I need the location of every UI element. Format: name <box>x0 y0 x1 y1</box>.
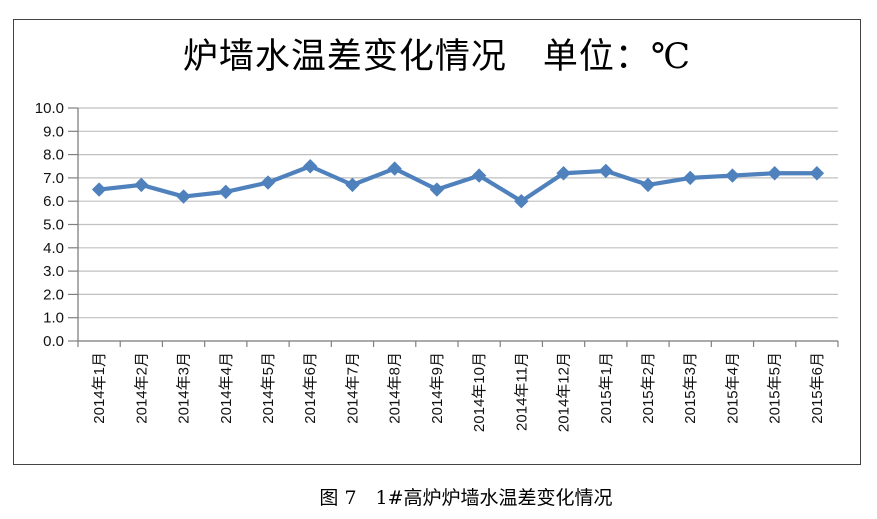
line-chart: 0.0 1.0 2.0 3.0 4.0 5.0 6.0 7.0 8.0 9.0 10.0 2014年1… <box>35 100 839 432</box>
x-tick-label: 2014年10月 <box>471 352 488 432</box>
data-point-marker <box>683 170 698 186</box>
x-tick-label: 2014年11月 <box>513 352 530 431</box>
data-point-marker <box>556 166 571 181</box>
y-tick-label: 2.0 <box>43 286 64 303</box>
data-point-marker <box>809 166 825 181</box>
data-point-marker <box>91 182 107 197</box>
y-tick-label: 6.0 <box>43 193 64 210</box>
data-point-marker <box>640 177 656 193</box>
y-tick-label: 4.0 <box>43 240 64 257</box>
chart-frame <box>13 19 861 465</box>
data-point-marker <box>471 168 487 183</box>
data-point-marker <box>514 193 529 209</box>
y-tick-label: 0.0 <box>43 333 64 350</box>
data-point-marker <box>345 177 360 193</box>
x-tick-label: 2015年6月 <box>809 352 826 424</box>
data-line <box>97 164 819 204</box>
x-tick-label: 2014年9月 <box>429 352 446 424</box>
data-point-marker <box>725 168 740 183</box>
x-tick-label: 2015年3月 <box>682 352 699 424</box>
x-tick-label: 2015年1月 <box>598 352 615 424</box>
y-tick-label: 1.0 <box>43 310 64 327</box>
y-tick-label: 8.0 <box>43 147 64 164</box>
x-tick-label: 2014年12月 <box>556 352 573 432</box>
data-point-marker <box>303 159 318 174</box>
x-tick-label: 2014年6月 <box>302 352 319 424</box>
y-tick-label: 10.0 <box>35 100 64 117</box>
x-tick-label: 2014年4月 <box>218 352 235 424</box>
x-tick-label: 2014年7月 <box>344 352 361 424</box>
y-tick-label: 7.0 <box>43 170 64 187</box>
data-point-marker <box>176 189 191 204</box>
y-tick-label: 9.0 <box>43 123 64 140</box>
figure-caption: 图 7 1#高炉炉墙水温差变化情况 <box>319 487 613 509</box>
x-tick-label: 2014年8月 <box>387 352 404 424</box>
y-tick-label: 3.0 <box>43 263 64 280</box>
x-tick-label: 2014年2月 <box>133 352 150 424</box>
data-point-marker <box>218 184 233 200</box>
x-tick-label: 2015年2月 <box>640 352 657 424</box>
x-tick-label: 2014年1月 <box>91 352 108 424</box>
chart-title: 炉墙水温差变化情况 单位：℃ <box>182 37 692 77</box>
data-point-marker <box>387 161 402 176</box>
x-tick-label: 2015年4月 <box>724 352 741 424</box>
data-point-marker <box>767 166 782 181</box>
data-point-marker <box>260 175 276 190</box>
data-point-marker <box>429 182 445 197</box>
y-tick-label: 5.0 <box>43 217 64 234</box>
x-tick-label: 2015年5月 <box>767 352 784 424</box>
data-point-marker <box>134 177 149 193</box>
data-point-marker <box>598 163 613 179</box>
x-tick-label: 2014年3月 <box>176 352 193 424</box>
x-tick-label: 2014年5月 <box>260 352 277 424</box>
